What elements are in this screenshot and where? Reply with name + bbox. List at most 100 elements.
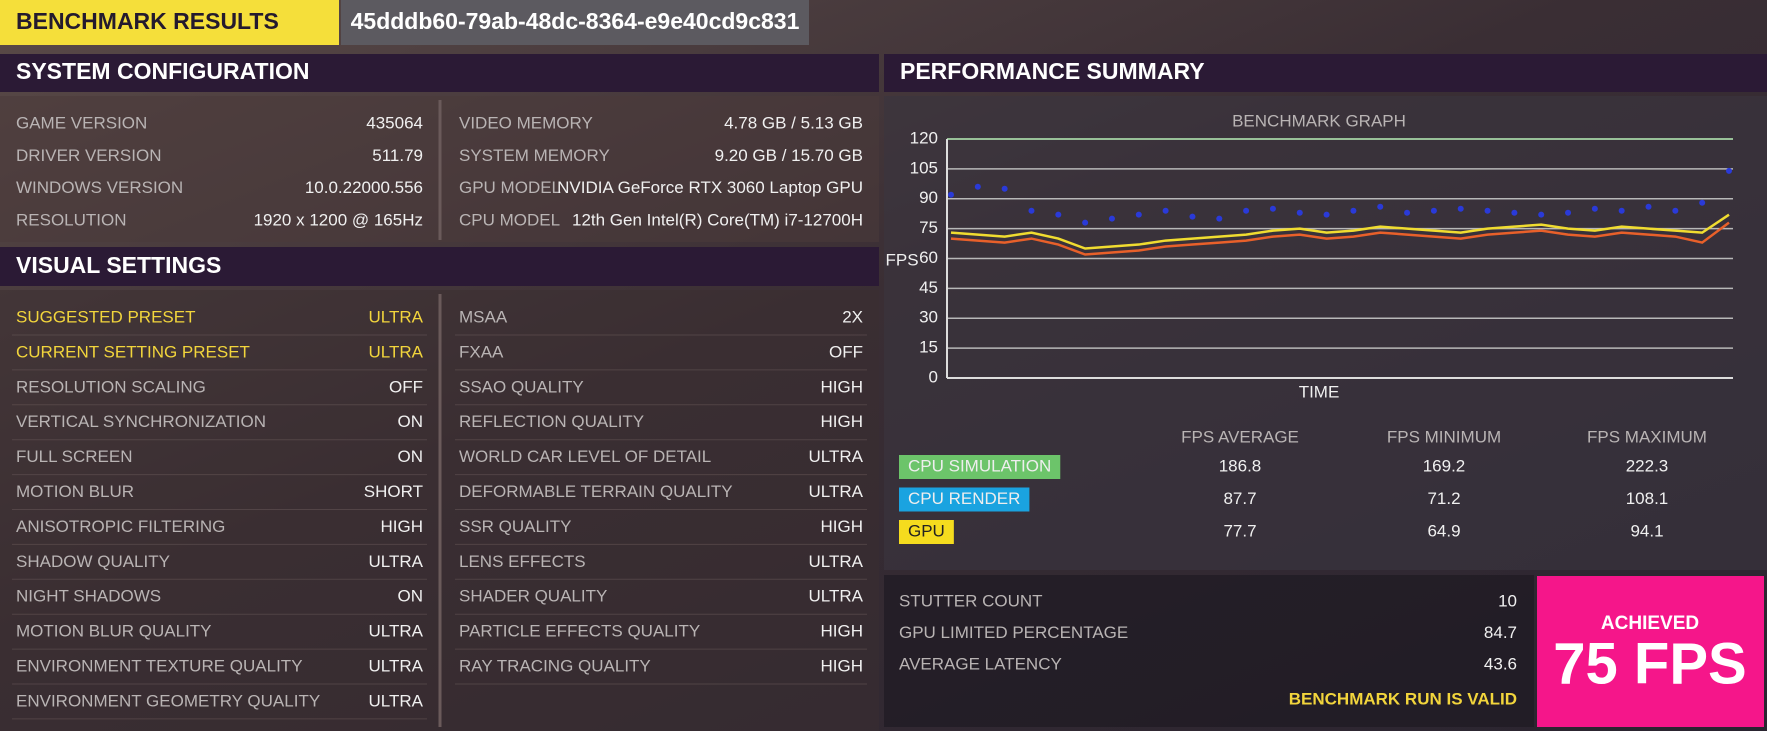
row-label: CPU SIMULATION xyxy=(908,456,1051,475)
setting-value: 9.20 GB / 15.70 GB xyxy=(715,146,863,165)
data-line xyxy=(950,213,1730,250)
setting-value: HIGH xyxy=(821,517,864,536)
setting-value: ULTRA xyxy=(369,307,424,326)
setting-value: 511.79 xyxy=(372,146,423,165)
legend-swatch xyxy=(899,520,954,544)
fps-value: 169.2 xyxy=(1423,456,1466,475)
setting-label: GPU MODEL xyxy=(459,178,561,197)
stat-label: STUTTER COUNT xyxy=(899,591,1043,610)
section-title: VISUAL SETTINGS xyxy=(16,252,221,278)
y-tick-label: 60 xyxy=(919,248,938,267)
setting-label: LENS EFFECTS xyxy=(459,552,586,571)
achieved-value: 75 FPS xyxy=(1553,631,1746,696)
setting-value: 10.0.22000.556 xyxy=(305,178,423,197)
setting-label: SHADOW QUALITY xyxy=(16,552,170,571)
setting-value: ULTRA xyxy=(369,691,424,710)
data-point xyxy=(1511,209,1518,216)
y-tick-label: 15 xyxy=(919,338,938,357)
fps-value: 108.1 xyxy=(1626,489,1669,508)
fps-value: 64.9 xyxy=(1427,521,1460,540)
row-label: CPU RENDER xyxy=(908,489,1020,508)
stat-label: AVERAGE LATENCY xyxy=(899,654,1062,673)
fps-value: 222.3 xyxy=(1626,456,1669,475)
setting-label: NIGHT SHADOWS xyxy=(16,587,161,606)
setting-label: CURRENT SETTING PRESET xyxy=(16,342,250,361)
setting-value: ULTRA xyxy=(369,342,424,361)
achieved-box xyxy=(1537,576,1764,727)
setting-label: ANISOTROPIC FILTERING xyxy=(16,517,225,536)
setting-label: RESOLUTION xyxy=(16,210,127,229)
setting-value: HIGH xyxy=(381,517,424,536)
setting-value: OFF xyxy=(389,377,423,396)
setting-label: GAME VERSION xyxy=(16,113,147,132)
data-point xyxy=(948,191,954,198)
setting-value: HIGH xyxy=(821,622,864,641)
y-tick-label: 45 xyxy=(919,278,938,297)
data-point xyxy=(1726,167,1732,174)
stat-value: 10 xyxy=(1498,591,1517,610)
setting-value: 12th Gen Intel(R) Core(TM) i7-12700H xyxy=(572,210,863,229)
y-tick-label: 75 xyxy=(919,218,938,237)
data-point xyxy=(1028,207,1035,214)
setting-label: VERTICAL SYNCHRONIZATION xyxy=(16,412,266,431)
section-title: SYSTEM CONFIGURATION xyxy=(16,58,309,84)
y-tick-label: 120 xyxy=(910,128,938,147)
setting-value: 2X xyxy=(842,307,863,326)
data-point xyxy=(1645,203,1652,210)
setting-label: FULL SCREEN xyxy=(16,447,133,466)
fps-value: 94.1 xyxy=(1630,521,1663,540)
setting-label: SYSTEM MEMORY xyxy=(459,146,610,165)
data-point xyxy=(1055,211,1062,218)
setting-label: VIDEO MEMORY xyxy=(459,113,593,132)
data-point xyxy=(1162,207,1169,214)
setting-label: RAY TRACING QUALITY xyxy=(459,656,651,675)
data-point xyxy=(1565,209,1572,216)
section-title: PERFORMANCE SUMMARY xyxy=(900,58,1205,84)
setting-value: 1920 x 1200 @ 165Hz xyxy=(254,210,423,229)
setting-label: REFLECTION QUALITY xyxy=(459,412,644,431)
column-header: FPS AVERAGE xyxy=(1181,427,1299,446)
setting-label: RESOLUTION SCALING xyxy=(16,377,206,396)
data-point xyxy=(1135,211,1142,218)
stat-value: 84.7 xyxy=(1484,623,1517,642)
stat-label: GPU LIMITED PERCENTAGE xyxy=(899,623,1128,642)
data-point xyxy=(1430,207,1437,214)
y-tick-label: 0 xyxy=(929,367,938,386)
fps-value: 71.2 xyxy=(1427,489,1460,508)
data-point xyxy=(1001,185,1008,192)
setting-value: ON xyxy=(398,587,424,606)
x-axis-label: TIME xyxy=(1299,382,1340,401)
setting-label: SUGGESTED PRESET xyxy=(16,307,195,326)
stat-value: 43.6 xyxy=(1484,654,1517,673)
setting-value: 4.78 GB / 5.13 GB xyxy=(724,113,863,132)
data-point xyxy=(1216,215,1223,222)
data-point xyxy=(1082,219,1089,226)
fps-value: 87.7 xyxy=(1223,489,1256,508)
setting-value: HIGH xyxy=(821,656,864,675)
legend-swatch xyxy=(899,487,1030,512)
data-point xyxy=(1243,207,1250,214)
setting-label: WORLD CAR LEVEL OF DETAIL xyxy=(459,447,711,466)
setting-value: ULTRA xyxy=(369,656,424,675)
section-header xyxy=(884,54,1767,92)
data-point xyxy=(1591,205,1598,212)
setting-value: ON xyxy=(398,412,424,431)
setting-value: HIGH xyxy=(821,412,864,431)
data-point xyxy=(1377,203,1384,210)
panel xyxy=(884,96,1767,570)
setting-value: ON xyxy=(398,447,424,466)
y-tick-label: 90 xyxy=(919,188,938,207)
data-point xyxy=(1296,209,1303,216)
fps-value: 186.8 xyxy=(1219,456,1262,475)
data-point xyxy=(1323,211,1330,218)
setting-label: MSAA xyxy=(459,307,508,326)
setting-value: SHORT xyxy=(364,482,423,501)
title-box xyxy=(0,0,339,45)
setting-label: MOTION BLUR xyxy=(16,482,134,501)
setting-value: ULTRA xyxy=(809,552,864,571)
data-point xyxy=(1189,213,1196,220)
data-point xyxy=(1404,209,1411,216)
setting-label: SHADER QUALITY xyxy=(459,587,607,606)
